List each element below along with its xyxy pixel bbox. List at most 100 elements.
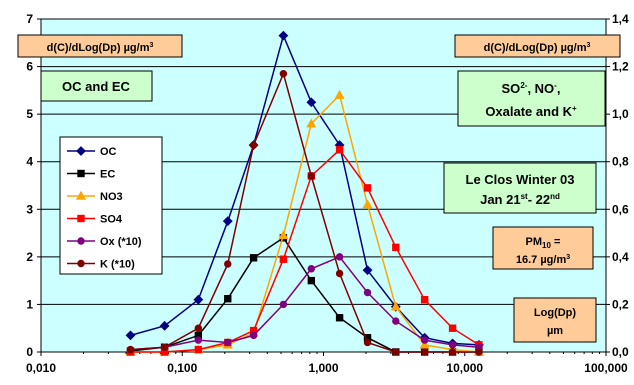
right-unit-text: d(C)/dLog(Dp) µg/m [484, 42, 587, 54]
tick-label-right: 0,4 [612, 250, 629, 264]
point-oc [159, 320, 170, 331]
site-line1: Le Clos Winter 03 [466, 172, 575, 187]
series-layer [125, 30, 484, 356]
pm-value: 16.7 µg/m [516, 254, 567, 266]
legend-marker-no3 [75, 190, 87, 200]
point-no3 [334, 89, 345, 99]
legend-label-ox-10: Ox (*10) [100, 236, 142, 248]
point-so4 [279, 255, 288, 263]
svg-text:PM10 =: PM10 = [526, 236, 561, 250]
point-ec [224, 295, 232, 303]
axes: 0 1 2 3 4 5 6 7 0,0 0,2 0,4 0,6 0,8 1,0 1,2 1,4 0,010 0,1… [26, 12, 629, 375]
point-ox-10 [363, 288, 372, 297]
point-oc [278, 30, 289, 41]
pm-label: PM [526, 236, 543, 248]
tick-label-right: 0,8 [612, 155, 629, 169]
xunit-line2: µm [547, 325, 563, 337]
point-no3 [306, 118, 317, 128]
svg-text:16.7 µg/m3: 16.7 µg/m3 [516, 254, 570, 266]
legend-label-ec: EC [100, 169, 115, 181]
point-ox-10 [335, 253, 344, 261]
ions-no3-sup: - [554, 81, 557, 90]
tick-label-bottom: 1,000 [308, 361, 338, 375]
legend-marker-oc [76, 146, 86, 156]
site-box: Le Clos Winter 03 Jan 21st- 22nd [443, 162, 597, 214]
tick-label-bottom: 10,000 [446, 361, 483, 375]
ions-no3: , NO [527, 81, 554, 96]
tick-label-left: 3 [26, 202, 33, 216]
tick-label-right: 0,2 [612, 297, 629, 311]
svg-text:Oxalate and K+: Oxalate and K+ [485, 104, 577, 119]
legend-marker-ec [77, 169, 85, 178]
oc-ec-label: OC and EC [62, 79, 131, 94]
point-k-10 [307, 172, 316, 180]
tick-label-left: 4 [26, 155, 33, 169]
site-date-a: Jan 21 [480, 192, 520, 207]
point-no3 [362, 199, 373, 209]
ions-so4-sup: 2- [520, 81, 527, 90]
point-ox-10 [307, 265, 316, 273]
oc-ec-box: OC and EC [40, 70, 153, 102]
point-so4 [194, 345, 203, 354]
pm-value-sup: 3 [566, 254, 570, 261]
legend-label-no3: NO3 [100, 191, 123, 203]
right-unit-sup: 3 [586, 42, 590, 49]
svg-text:d(C)/dLog(Dp) µg/m3: d(C)/dLog(Dp) µg/m3 [484, 42, 591, 54]
ions-k-sup: + [572, 104, 577, 113]
left-unit-sup: 3 [149, 42, 153, 49]
pm-box: PM10 = 16.7 µg/m3 [492, 226, 594, 270]
point-oc [193, 294, 204, 305]
point-so4 [420, 295, 429, 304]
point-k-10 [475, 348, 483, 356]
point-so4 [448, 324, 457, 332]
tick-label-left: 2 [26, 250, 33, 264]
point-oc [125, 330, 136, 341]
tick-label-bottom: 100,000 [584, 361, 628, 375]
ions-box: SO2-, NO-, Oxalate and K+ [457, 70, 606, 127]
legend-marker-so4 [77, 214, 85, 223]
point-k-10 [194, 324, 203, 332]
tick-label-left: 7 [26, 12, 33, 26]
left-unit-text: d(C)/dLog(Dp) µg/m [47, 42, 150, 54]
ions-so4: SO [502, 81, 521, 96]
legend-label-k-10: K (*10) [100, 259, 135, 271]
point-ox-10 [279, 300, 288, 309]
svg-text:d(C)/dLog(Dp) µg/m3: d(C)/dLog(Dp) µg/m3 [47, 42, 154, 54]
point-k-10 [224, 260, 232, 268]
tick-label-bottom: 0,100 [167, 361, 197, 375]
series-k-10 [126, 70, 483, 356]
tick-label-left: 6 [26, 60, 33, 74]
xunit-line1: Log(Dp) [534, 307, 576, 319]
tick-label-left: 1 [26, 297, 33, 311]
point-no3 [278, 230, 289, 240]
point-k-10 [335, 269, 344, 278]
site-date-a-sup: st [521, 192, 528, 201]
svg-text:SO2-, NO-,: SO2-, NO-, [502, 81, 561, 96]
point-ox-10 [224, 338, 232, 347]
tick-label-right: 0,0 [612, 345, 629, 359]
left-unit-box: d(C)/dLog(Dp) µg/m3 [17, 34, 183, 58]
legend: OC EC NO3 SO4 Ox (*10) K (*10) [59, 136, 163, 275]
legend-label-oc: OC [100, 146, 117, 158]
point-k-10 [420, 348, 429, 356]
pm-sub: 10 [542, 241, 551, 250]
right-unit-box: d(C)/dLog(Dp) µg/m3 [454, 34, 621, 58]
point-k-10 [249, 141, 258, 149]
xunit-box: Log(Dp) µm [513, 297, 597, 343]
point-so4 [392, 243, 400, 252]
point-so4 [335, 146, 344, 154]
point-ox-10 [392, 317, 400, 325]
point-k-10 [160, 343, 169, 351]
point-ox-10 [249, 331, 258, 340]
point-k-10 [448, 348, 457, 356]
legend-marker-k-10 [77, 259, 85, 268]
ions-comma: , [557, 81, 561, 96]
tick-label-right: 1,4 [612, 12, 629, 26]
legend-marker-ox-10 [77, 237, 85, 245]
site-date-b: - 22 [528, 192, 550, 207]
point-k-10 [363, 338, 372, 347]
point-ox-10 [194, 336, 203, 344]
point-ec [307, 276, 316, 285]
point-oc [222, 216, 233, 227]
